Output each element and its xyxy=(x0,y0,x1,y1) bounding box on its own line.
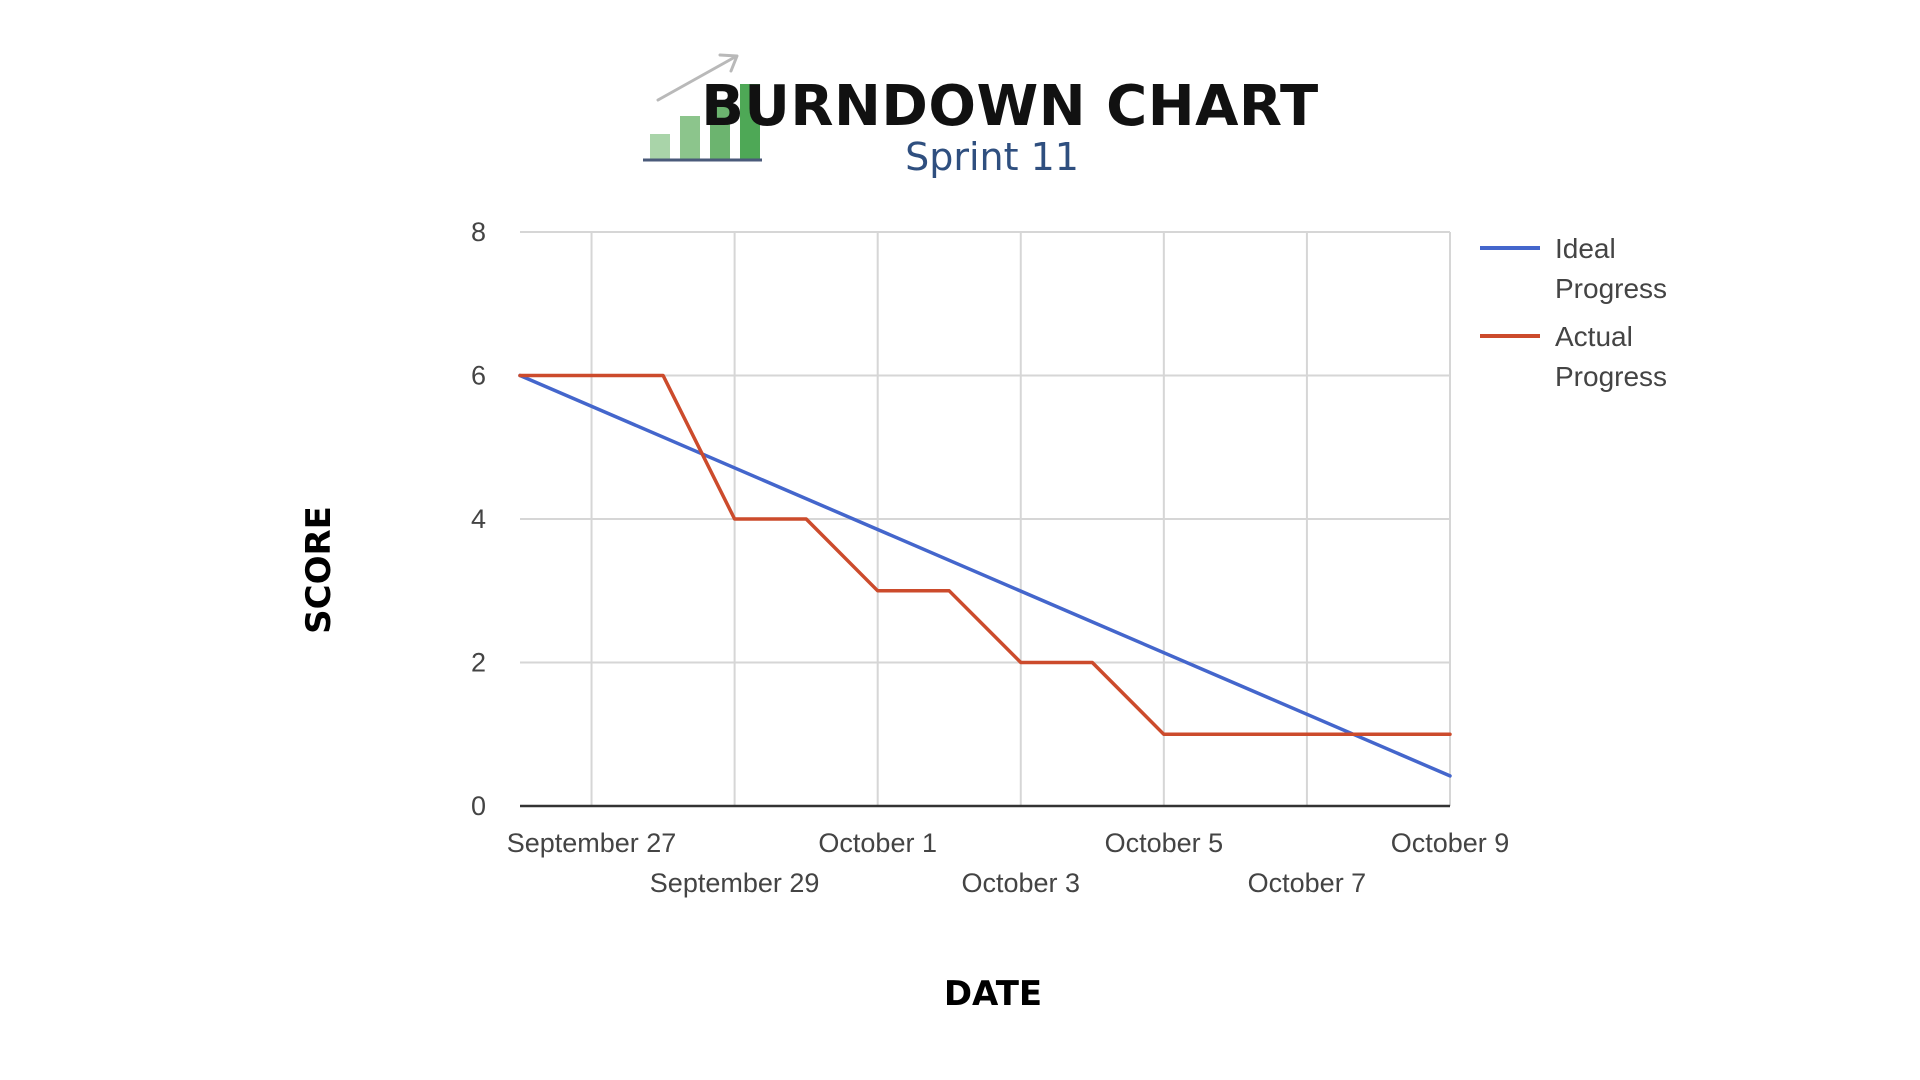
x-tick-label: September 29 xyxy=(650,868,820,898)
y-axis-title: SCORE xyxy=(299,506,339,634)
icon-arrow-shaft xyxy=(656,55,737,102)
gridlines xyxy=(520,231,1451,808)
legend-label: Progress xyxy=(1555,273,1667,304)
bar-chart-trend-icon xyxy=(643,53,762,162)
y-axis-ticks: 0 2 4 6 8 xyxy=(471,217,486,821)
y-tick-label: 4 xyxy=(471,504,486,534)
chart-title: BURNDOWN CHART xyxy=(701,74,1318,139)
series-line-ideal-progress xyxy=(518,373,1452,778)
x-tick-label: September 27 xyxy=(507,828,677,858)
x-axis-ticks: September 27 September 29 October 1 October… xyxy=(507,828,1510,898)
y-tick-label: 0 xyxy=(471,791,486,821)
x-tick-label: October 5 xyxy=(1105,828,1224,858)
legend-label: Ideal xyxy=(1555,233,1616,264)
icon-arrow-head xyxy=(718,53,739,73)
legend-label: Progress xyxy=(1555,361,1667,392)
chart-subtitle: Sprint 11 xyxy=(905,135,1079,179)
icon-bar-1 xyxy=(650,134,670,160)
x-tick-label: October 1 xyxy=(818,828,937,858)
legend-label: Actual xyxy=(1555,321,1633,352)
series-lines xyxy=(518,373,1452,778)
y-tick-label: 2 xyxy=(471,648,486,678)
y-tick-label: 8 xyxy=(471,217,486,247)
icon-bar-3 xyxy=(710,100,730,160)
icon-bar-2 xyxy=(680,116,700,160)
icon-bar-4 xyxy=(740,84,760,160)
x-tick-label: October 3 xyxy=(961,868,1080,898)
x-tick-label: October 9 xyxy=(1391,828,1510,858)
y-tick-label: 6 xyxy=(471,361,486,391)
series-line-actual-progress xyxy=(518,373,1452,737)
x-tick-label: October 7 xyxy=(1248,868,1367,898)
x-axis-title: DATE xyxy=(944,974,1042,1014)
legend: Ideal Progress Actual Progress xyxy=(1480,233,1667,392)
